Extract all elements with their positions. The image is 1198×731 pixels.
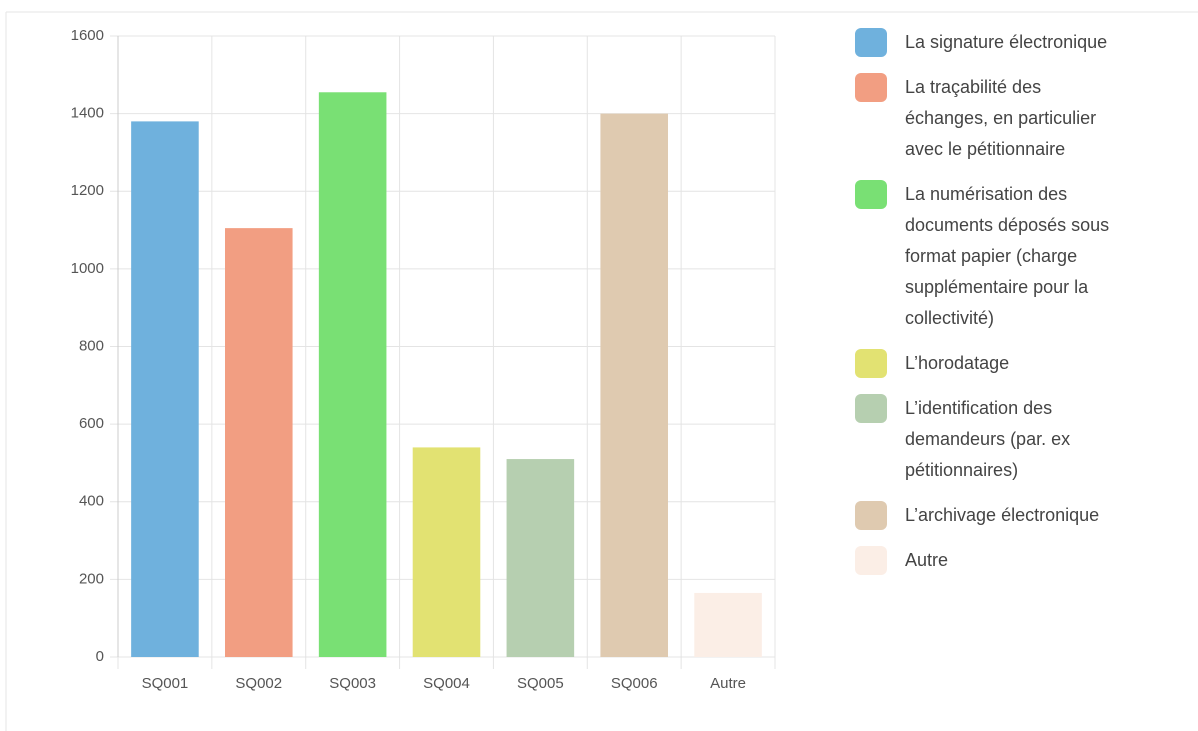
bar xyxy=(224,228,293,657)
x-tick-label: SQ002 xyxy=(235,675,282,692)
y-tick-label: 1600 xyxy=(71,27,104,44)
legend-label: La numérisation des documents déposés so… xyxy=(905,184,1110,328)
y-tick-label: 0 xyxy=(96,648,104,665)
legend-label: L’archivage électronique xyxy=(905,505,1100,525)
legend-label: L’identification des demandeurs (par. ex… xyxy=(905,398,1071,480)
legend-swatch xyxy=(855,180,887,209)
legend-item: La signature électronique xyxy=(855,28,1175,58)
x-tick-label: SQ003 xyxy=(329,675,376,692)
legend: La signature électronique La traçabilité … xyxy=(855,28,1175,591)
y-tick-label: 200 xyxy=(79,570,104,587)
y-tick-label: 800 xyxy=(79,337,104,354)
legend-swatch xyxy=(855,73,887,102)
legend-swatch xyxy=(855,546,887,575)
bar xyxy=(318,92,387,657)
legend-item: L’horodatage xyxy=(855,349,1175,379)
x-tick-label: SQ001 xyxy=(142,675,189,692)
legend-label: La traçabilité des échanges, en particul… xyxy=(905,77,1097,159)
x-tick-label: SQ004 xyxy=(423,675,470,692)
legend-item: La numérisation des documents déposés so… xyxy=(855,180,1175,334)
legend-label: Autre xyxy=(905,550,949,570)
legend-label: L’horodatage xyxy=(905,353,1010,373)
bar xyxy=(506,459,575,657)
y-tick-label: 1400 xyxy=(71,105,104,122)
bar xyxy=(412,447,481,657)
y-tick-label: 400 xyxy=(79,493,104,510)
y-tick-label: 600 xyxy=(79,415,104,432)
x-tick-label: SQ005 xyxy=(517,675,564,692)
bar xyxy=(600,113,669,657)
legend-swatch xyxy=(855,349,887,378)
x-tick-label: Autre xyxy=(710,675,746,692)
legend-item: La traçabilité des échanges, en particul… xyxy=(855,73,1175,165)
x-tick-label: SQ006 xyxy=(611,675,658,692)
y-tick-label: 1000 xyxy=(71,260,104,277)
legend-item: L’identification des demandeurs (par. ex… xyxy=(855,394,1175,486)
legend-swatch xyxy=(855,501,887,530)
legend-item: L’archivage électronique xyxy=(855,501,1175,531)
legend-swatch xyxy=(855,394,887,423)
legend-item: Autre xyxy=(855,546,1175,576)
bar xyxy=(131,121,199,657)
y-tick-label: 1200 xyxy=(71,182,104,199)
legend-swatch xyxy=(855,28,887,57)
bar xyxy=(694,592,762,657)
legend-label: La signature électronique xyxy=(905,32,1108,52)
